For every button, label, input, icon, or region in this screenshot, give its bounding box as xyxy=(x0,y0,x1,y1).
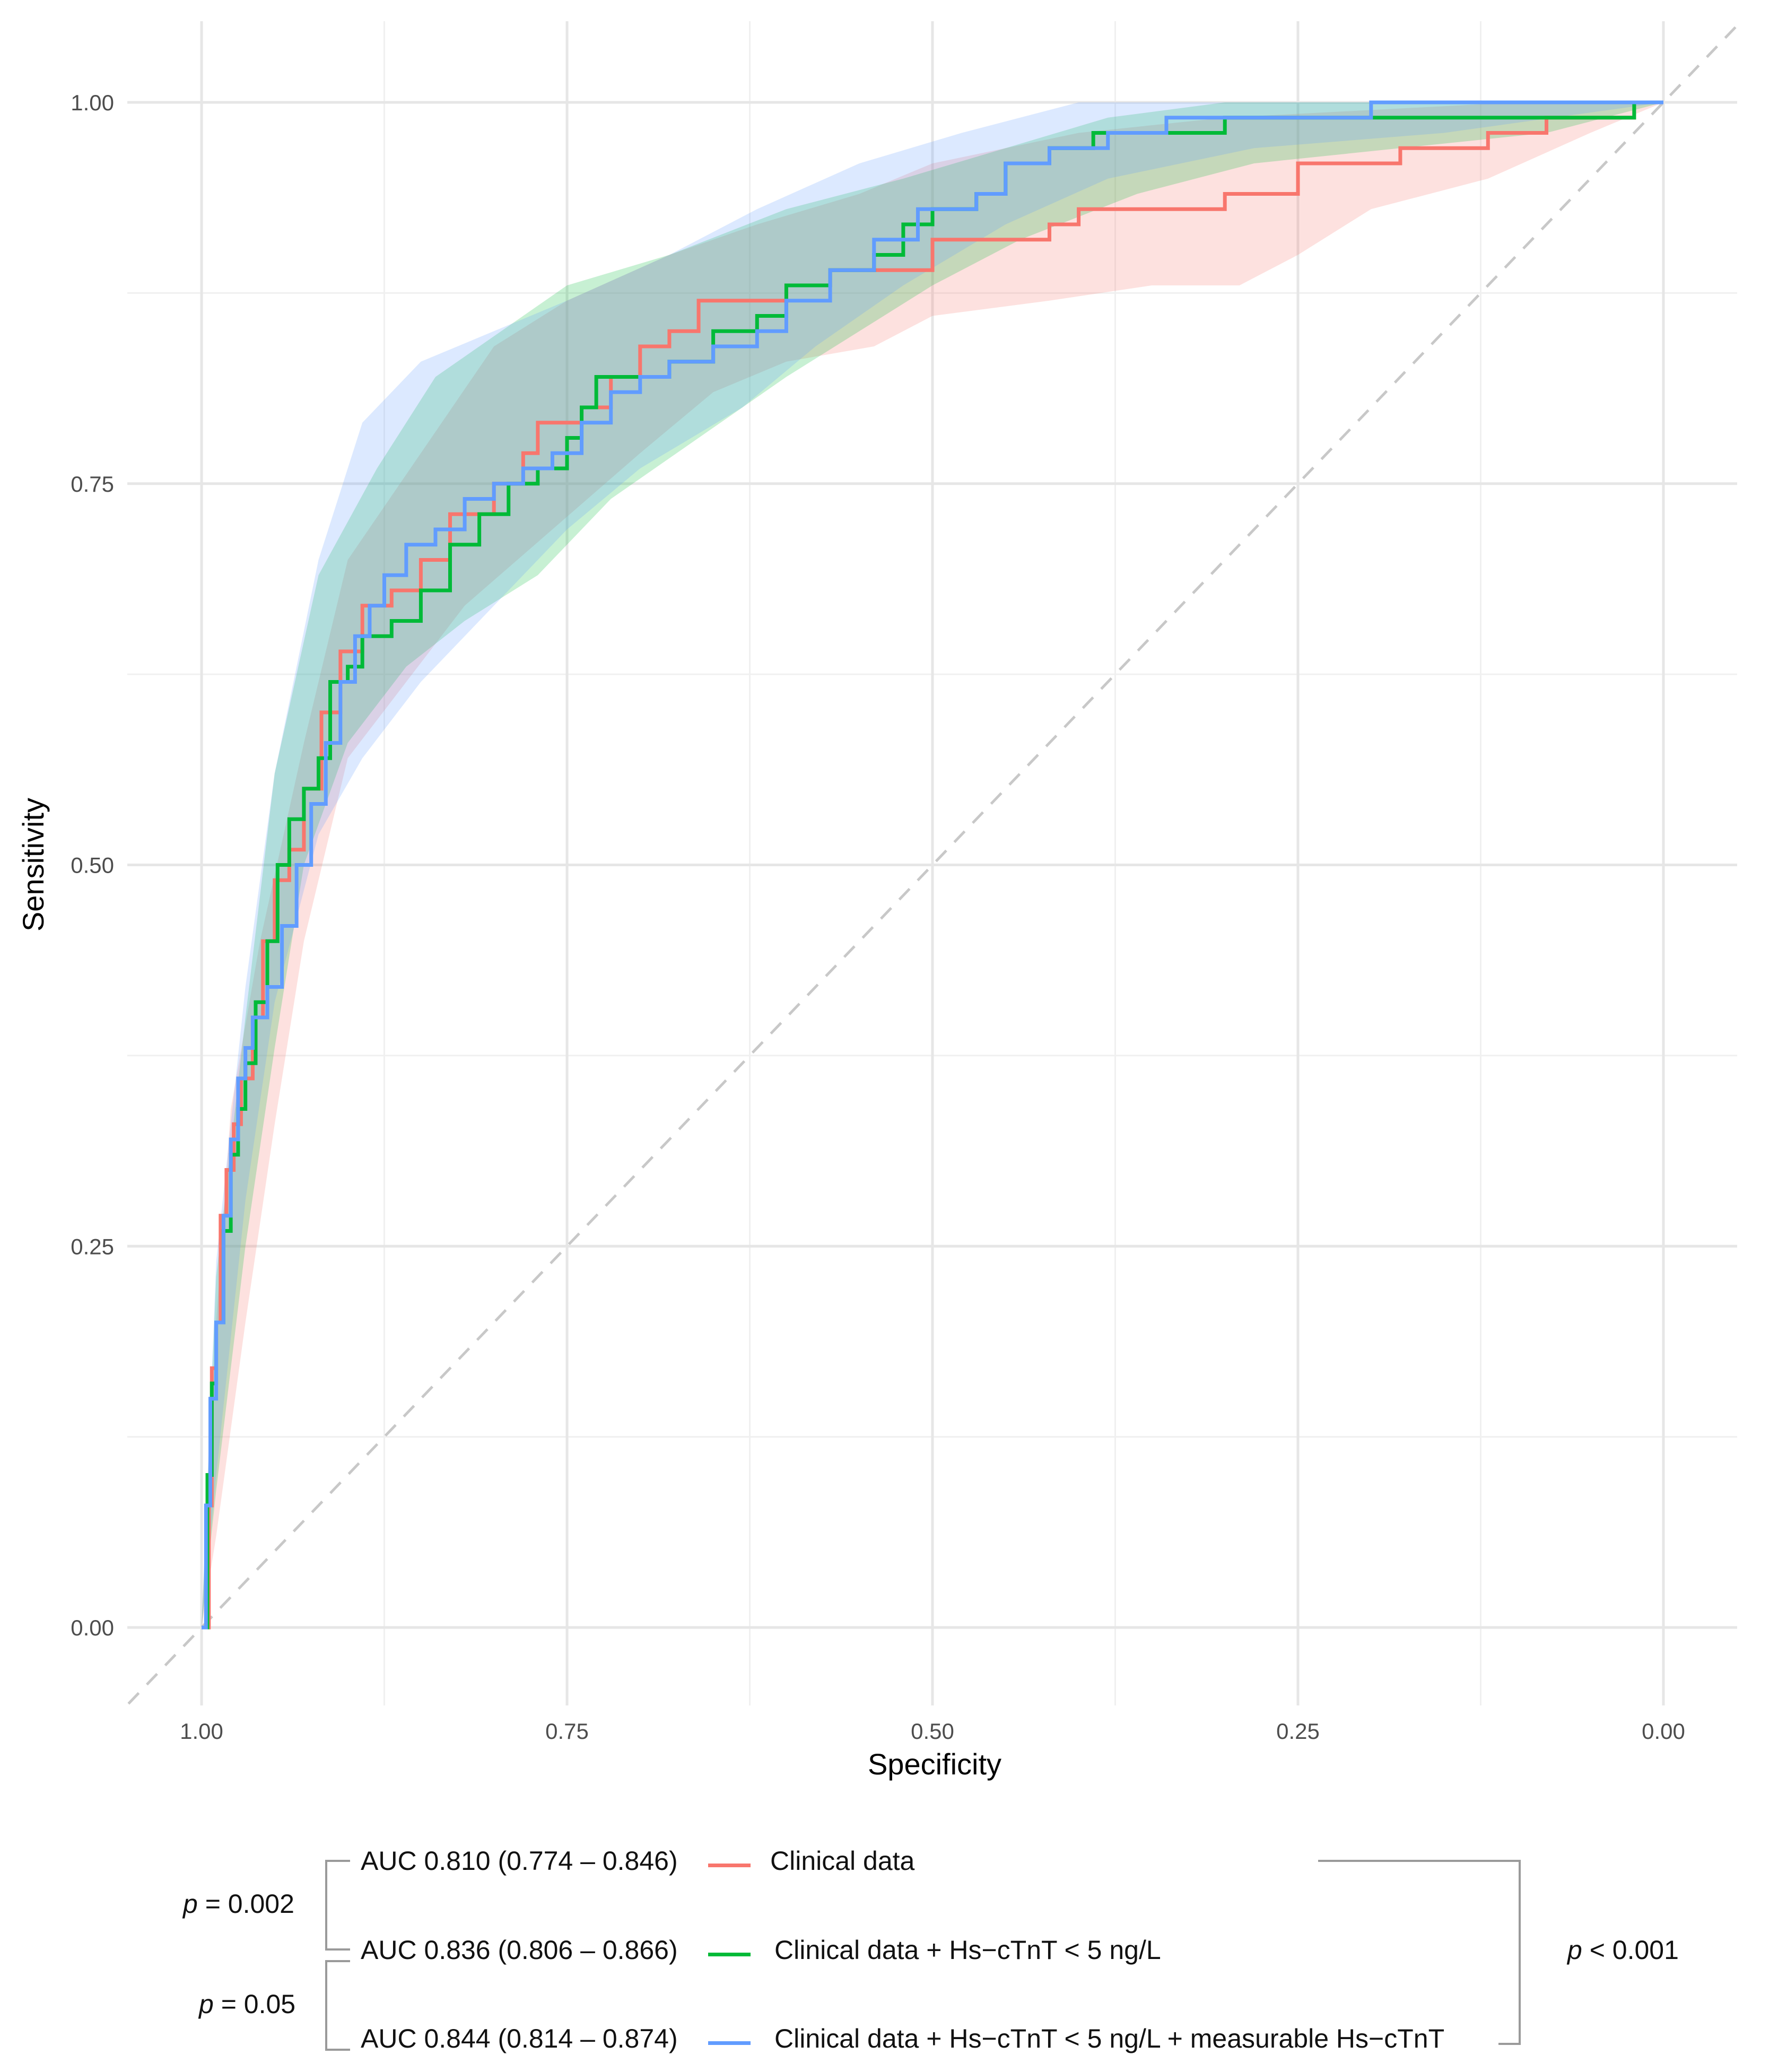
y-axis-title: Sensitivity xyxy=(16,798,50,931)
y-tick-labels: 0.00 0.25 0.50 0.75 1.00 xyxy=(71,90,114,1640)
roc-curve-measurable xyxy=(202,100,1663,1630)
roc-curves xyxy=(202,100,1663,1630)
p-symbol: p xyxy=(199,1989,214,2019)
x-tick-label: 1.00 xyxy=(180,1719,223,1744)
bracket-p-0001 xyxy=(1318,1860,1521,2045)
p-value-hs-vs-measurable: p = 0.05 xyxy=(199,1991,295,2017)
x-tick-label: 0.50 xyxy=(911,1719,954,1744)
ci-band-hs-ctnt xyxy=(202,102,1663,1627)
legend-swatch-measurable xyxy=(708,2041,751,2045)
p-symbol: p xyxy=(1567,1935,1582,1965)
x-axis-title: Specificity xyxy=(868,1747,1001,1781)
reference-diagonal xyxy=(127,25,1738,1705)
legend-auc-clinical: AUC 0.810 (0.774 – 0.846) xyxy=(361,1846,678,1876)
x-tick-label: 0.00 xyxy=(1642,1719,1685,1744)
legend-label-clinical: Clinical data xyxy=(770,1846,915,1876)
p-value-text: = 0.002 xyxy=(197,1889,294,1919)
x-tick-label: 0.75 xyxy=(545,1719,589,1744)
y-tick-label: 1.00 xyxy=(71,90,114,115)
p-value-clinical-vs-hs: p = 0.002 xyxy=(183,1891,294,1917)
legend-label-hs-ctnt: Clinical data + Hs−cTnT < 5 ng/L xyxy=(774,1935,1161,1965)
legend-label-measurable: Clinical data + Hs−cTnT < 5 ng/L + measu… xyxy=(774,2024,1445,2053)
grid-lines xyxy=(127,21,1737,1705)
legend-swatch-hs-ctnt xyxy=(708,1953,751,1956)
p-value-overall: p < 0.001 xyxy=(1567,1937,1679,1963)
confidence-bands xyxy=(202,102,1663,1627)
bracket-p-0002 xyxy=(325,1860,350,1951)
x-tick-labels: 1.00 0.75 0.50 0.25 0.00 xyxy=(180,1719,1685,1744)
legend-auc-hs-ctnt: AUC 0.836 (0.806 – 0.866) xyxy=(361,1935,678,1965)
y-tick-label: 0.50 xyxy=(71,853,114,878)
ci-band-clinical xyxy=(202,102,1663,1627)
ci-band-measurable xyxy=(202,102,1663,1627)
legend-swatch-clinical xyxy=(708,1864,751,1867)
p-value-text: = 0.05 xyxy=(213,1989,296,2019)
p-symbol: p xyxy=(183,1889,198,1919)
legend-auc-measurable: AUC 0.844 (0.814 – 0.874) xyxy=(361,2024,678,2053)
y-tick-label: 0.75 xyxy=(71,472,114,497)
x-tick-label: 0.25 xyxy=(1276,1719,1320,1744)
legend-brackets xyxy=(325,1860,1521,2051)
bracket-p-005 xyxy=(325,1960,350,2051)
y-tick-label: 0.25 xyxy=(71,1234,114,1259)
p-value-text: < 0.001 xyxy=(1582,1935,1679,1965)
y-tick-label: 0.00 xyxy=(71,1615,114,1640)
